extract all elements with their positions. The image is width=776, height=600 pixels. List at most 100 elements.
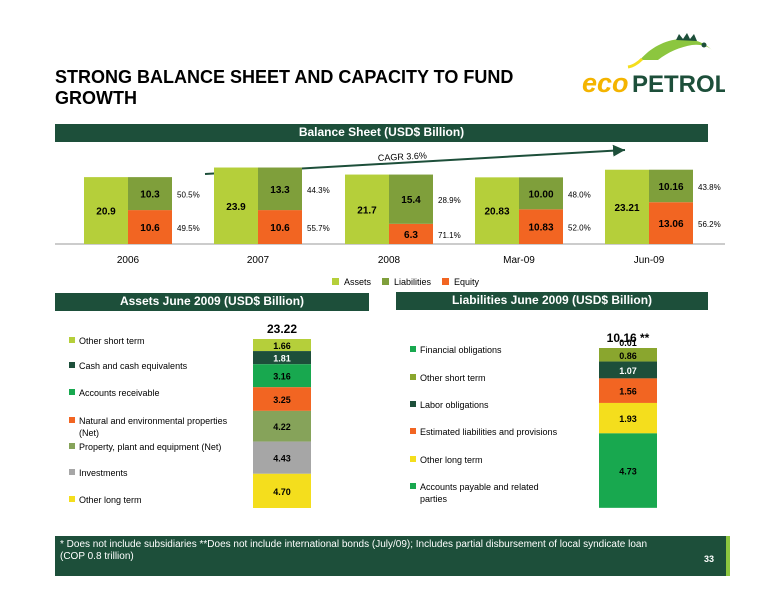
stack-segment-3 [253,387,311,411]
pct-equity-3: 52.0% [568,224,591,233]
stack-segment-2 [253,364,311,388]
stack-value-label-3: 1.56 [619,387,637,397]
stack-legend-label-1: Cash and cash equivalents [79,361,188,371]
bar-assets-1 [214,167,258,244]
stack-segment-0 [253,339,311,352]
label-assets-3: 20.83 [484,207,509,218]
stack-segment-1 [253,351,311,365]
stack-segment-5 [253,441,311,474]
tick-label-1: 2007 [247,255,270,266]
pct-equity-2: 71.1% [438,231,461,240]
label-liabilities-3: 10.00 [528,189,553,200]
pct-liabilities-1: 44.3% [307,186,330,195]
cagr-label: CAGR 3.6% [378,150,427,163]
stack-segment-2 [599,361,657,379]
bar-assets-0 [84,177,128,244]
legend-label-1: Liabilities [394,277,432,287]
stack-legend-swatch-3 [69,417,75,423]
legend-swatch-0 [332,278,339,285]
stack-legend-swatch-3 [410,428,416,434]
footer-bar [55,536,728,576]
stack-value-label-4: 4.22 [273,422,291,432]
label-liabilities-1: 13.3 [270,185,290,196]
bar-equity-2 [389,223,433,244]
label-equity-1: 10.6 [270,223,290,234]
label-assets-0: 20.9 [96,207,116,218]
bar-liabilities-2 [389,174,433,224]
pct-equity-4: 56.2% [698,220,721,229]
stack-segment-1 [599,348,657,362]
tick-label-3: Mar-09 [503,255,535,266]
stack-value-label-5: 4.43 [273,454,291,464]
bar-equity-3 [519,209,563,244]
stack-segment-4 [599,402,657,434]
label-equity-0: 10.6 [140,223,160,234]
stack-legend-label-0: Other short term [79,336,145,346]
label-liabilities-4: 10.16 [658,182,683,193]
stack-value-label-3: 3.25 [273,395,291,405]
stack-legend-label-6: Other long term [79,495,142,505]
bar-equity-0 [128,210,172,244]
label-liabilities-0: 10.3 [140,190,160,201]
stack-legend-swatch-5 [410,483,416,489]
pct-liabilities-3: 48.0% [568,190,591,199]
stack-legend-swatch-5 [69,469,75,475]
bar-assets-2 [345,174,389,244]
bar-liabilities-1 [258,167,302,211]
stack-legend-swatch-0 [410,346,416,352]
assets-breakdown-chart: 23.22 1.66 1.81 3.16 3.25 4.22 4.43 4.70 Other s… [69,322,311,508]
stack-total-label: 23.22 [267,322,297,336]
stack-value-label-1: 1.81 [273,354,291,364]
stack-legend-label-0: Financial obligations [420,345,502,355]
balance-sheet-chart: CAGR 3.6% 20.9 10.6 10.3 50.5% 49.5% 2006 23.9… [55,144,725,287]
balance-sheet-header: Balance Sheet (USD$ Billion) [55,124,708,142]
stack-legend-swatch-1 [69,362,75,368]
legend-label-0: Assets [344,277,372,287]
pct-liabilities-4: 43.8% [698,183,721,192]
footer-accent [726,536,730,576]
stack-legend-label-4: Property, plant and equipment (Net) [79,442,221,452]
legend-swatch-2 [442,278,449,285]
stack-value-label-0: 0.01 [619,338,637,348]
bar-liabilities-0 [128,177,172,211]
tick-label-2: 2008 [378,255,401,266]
stack-legend-label-3-1: (Net) [79,428,99,438]
legend-label-2: Equity [454,277,480,287]
stack-value-label-1: 0.86 [619,351,637,361]
stack-segment-4 [253,410,311,442]
bar-equity-4 [649,202,693,244]
logo-text-eco: eco [582,68,629,98]
stack-legend-label-5: Accounts payable and related [420,482,539,492]
stack-legend-label-5: Investments [79,468,128,478]
stack-total-label: 10.16 ** [607,331,650,345]
bar-assets-4 [605,169,649,244]
pct-equity-0: 49.5% [177,224,200,233]
pct-equity-1: 55.7% [307,224,330,233]
stack-legend-swatch-6 [69,496,75,502]
bar-liabilities-3 [519,177,563,210]
stack-value-label-5: 4.73 [619,467,637,477]
page-title: STRONG BALANCE SHEET AND CAPACITY TO FUN… [55,67,514,108]
stack-legend-label-3: Estimated liabilities and provisions [420,427,558,437]
tick-label-0: 2006 [117,255,140,266]
tick-label-4: Jun-09 [634,255,665,266]
label-assets-1: 23.9 [226,202,246,213]
stack-legend-label-1: Other short term [420,373,486,383]
assets-panel-header: Assets June 2009 (USD$ Billion) [55,293,369,311]
stack-value-label-2: 3.16 [273,372,291,382]
label-liabilities-2: 15.4 [401,195,421,206]
iguana-crest-icon [676,33,697,41]
iguana-icon [640,38,712,60]
stack-legend-swatch-4 [410,456,416,462]
stack-value-label-0: 1.66 [273,341,291,351]
stack-legend-label-2: Accounts receivable [79,388,160,398]
footer: * Does not include subsidiaries **Does n… [0,536,776,600]
stack-legend-swatch-4 [69,443,75,449]
label-assets-2: 21.7 [357,205,377,216]
pct-liabilities-2: 28.9% [438,196,461,205]
stack-value-label-6: 4.70 [273,487,291,497]
logo-text-petrol: PETROL [632,71,725,98]
label-equity-3: 10.83 [528,223,553,234]
label-equity-4: 13.06 [658,219,683,230]
legend-swatch-1 [382,278,389,285]
